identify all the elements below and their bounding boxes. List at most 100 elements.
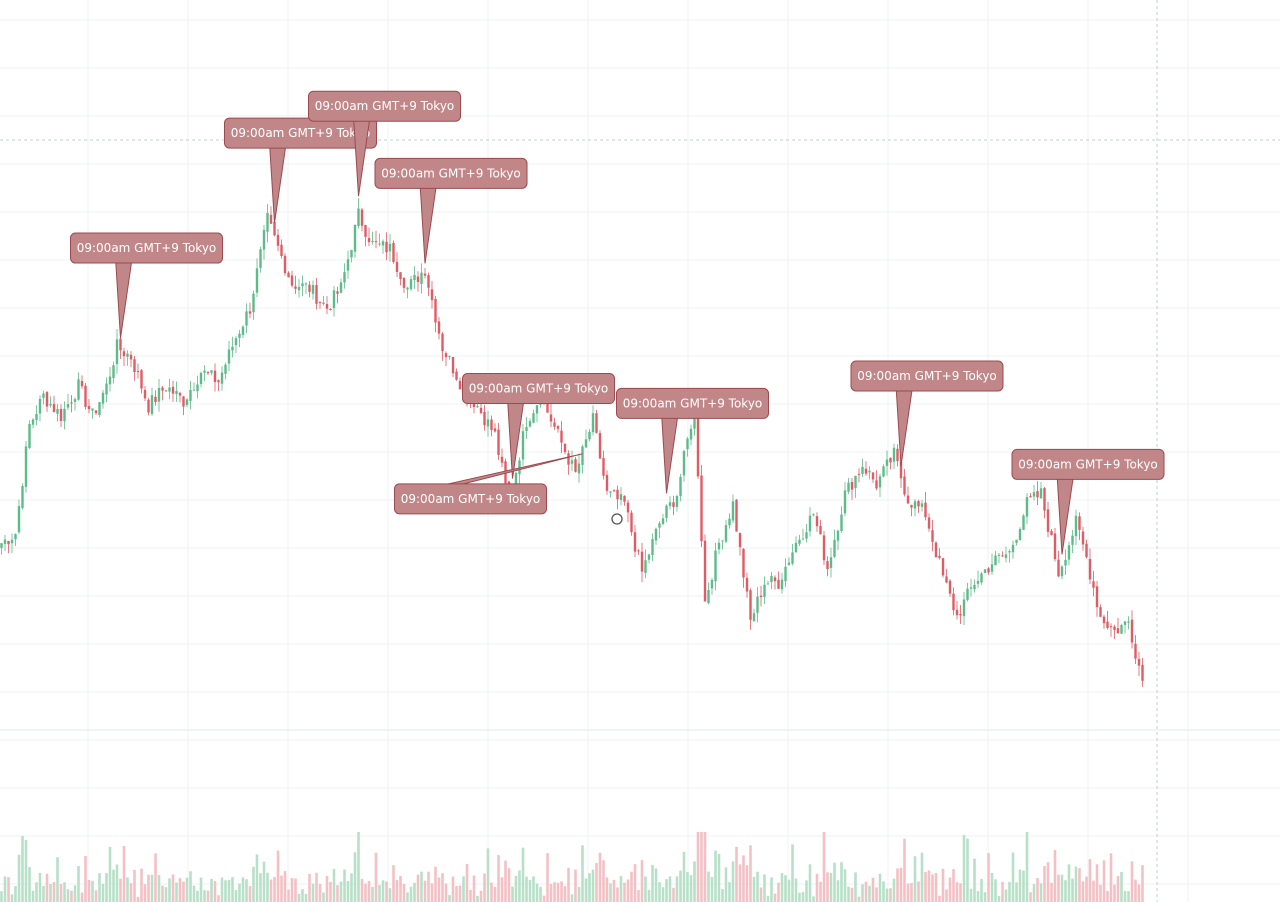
volume-bar — [339, 881, 343, 902]
candle — [17, 499, 21, 534]
volume-bar — [112, 869, 115, 902]
candle — [136, 363, 140, 379]
volume-bar — [910, 882, 913, 902]
volume-bar — [245, 879, 248, 902]
candle — [94, 410, 98, 416]
candle — [77, 372, 80, 401]
candle-body — [1032, 492, 1036, 497]
candle-body — [1011, 544, 1015, 553]
volume-bar — [805, 880, 808, 902]
candle — [1074, 509, 1078, 546]
volume-bar — [364, 883, 367, 902]
candle-body — [665, 505, 668, 519]
candle-body — [402, 277, 406, 288]
candle-body — [801, 538, 805, 540]
candle — [829, 547, 833, 578]
candle — [885, 450, 889, 476]
candle — [784, 558, 787, 588]
volume-bar — [493, 886, 497, 902]
candle-body — [843, 490, 847, 514]
volume-bar — [948, 877, 952, 902]
volume-bar — [1130, 861, 1134, 902]
volume-bar — [231, 877, 234, 902]
candle — [108, 367, 112, 392]
candle-body — [147, 399, 150, 413]
candle — [1067, 541, 1071, 566]
volume-bar — [346, 880, 350, 902]
candle — [644, 549, 647, 579]
candle — [574, 456, 577, 473]
candle — [738, 532, 742, 556]
volume-bar — [497, 855, 500, 902]
candle — [665, 504, 668, 523]
candle — [203, 365, 206, 381]
candle-body — [612, 490, 616, 492]
candle — [455, 368, 458, 381]
candle — [535, 404, 539, 423]
candle — [742, 548, 745, 588]
candle — [633, 525, 637, 558]
candle — [1025, 493, 1029, 524]
candle — [49, 396, 52, 408]
volume-bar — [1018, 869, 1022, 902]
volume-bar — [1106, 890, 1109, 902]
candle-body — [168, 387, 171, 392]
volume-bar — [325, 876, 329, 902]
volume-bar — [679, 870, 682, 902]
callout-box — [616, 387, 769, 419]
volume-bar — [759, 887, 763, 902]
candle-body — [1092, 581, 1095, 588]
volume-bar — [836, 880, 840, 902]
candle-body — [192, 389, 196, 391]
candle — [770, 571, 773, 590]
candle — [381, 239, 385, 254]
candle — [994, 550, 997, 566]
candle — [1046, 501, 1050, 538]
candle — [217, 379, 220, 392]
candle-body — [574, 459, 577, 472]
callout-label: 09:00am GMT+9 Tokyo — [623, 396, 763, 410]
candle-body — [1067, 545, 1071, 560]
candle-body — [742, 548, 745, 578]
candle-body — [185, 399, 189, 405]
volume-bar — [1036, 878, 1039, 902]
volume-bar — [143, 884, 147, 902]
volume-bar — [1046, 862, 1050, 902]
volume-bar — [336, 885, 339, 902]
candle-body — [784, 566, 787, 582]
candle-body — [80, 380, 84, 387]
candle — [581, 444, 584, 474]
candle-body — [707, 590, 710, 604]
candle-body — [290, 275, 294, 286]
candle — [98, 401, 101, 418]
candle-body — [738, 533, 742, 548]
volume-bar — [1137, 884, 1141, 902]
candle-body — [616, 489, 619, 500]
volume-bar — [175, 882, 178, 902]
callout-pointer — [419, 185, 437, 264]
callouts: 09:00am GMT+9 Tokyo 09:00am GMT+9 Tokyo 09… — [70, 90, 1165, 555]
candle — [889, 457, 892, 470]
volume-bar — [350, 873, 353, 902]
candle-body — [203, 370, 206, 373]
candle — [973, 579, 976, 593]
candle — [913, 499, 917, 517]
volume-bar — [822, 832, 826, 902]
volume-bar — [52, 882, 56, 902]
candle-body — [1109, 626, 1113, 628]
volume-bar — [1099, 884, 1102, 902]
volume-bar — [696, 832, 700, 902]
volume-bar — [206, 890, 210, 902]
candle-body — [234, 338, 238, 346]
volume-bar — [693, 861, 696, 902]
candle — [241, 325, 245, 339]
candle-body — [280, 244, 283, 256]
candle-body — [416, 276, 420, 282]
candle-body — [955, 609, 959, 616]
volume-bar — [609, 883, 612, 902]
candle-body — [819, 525, 822, 535]
candle-body — [910, 504, 913, 508]
volume-bar — [700, 832, 703, 902]
